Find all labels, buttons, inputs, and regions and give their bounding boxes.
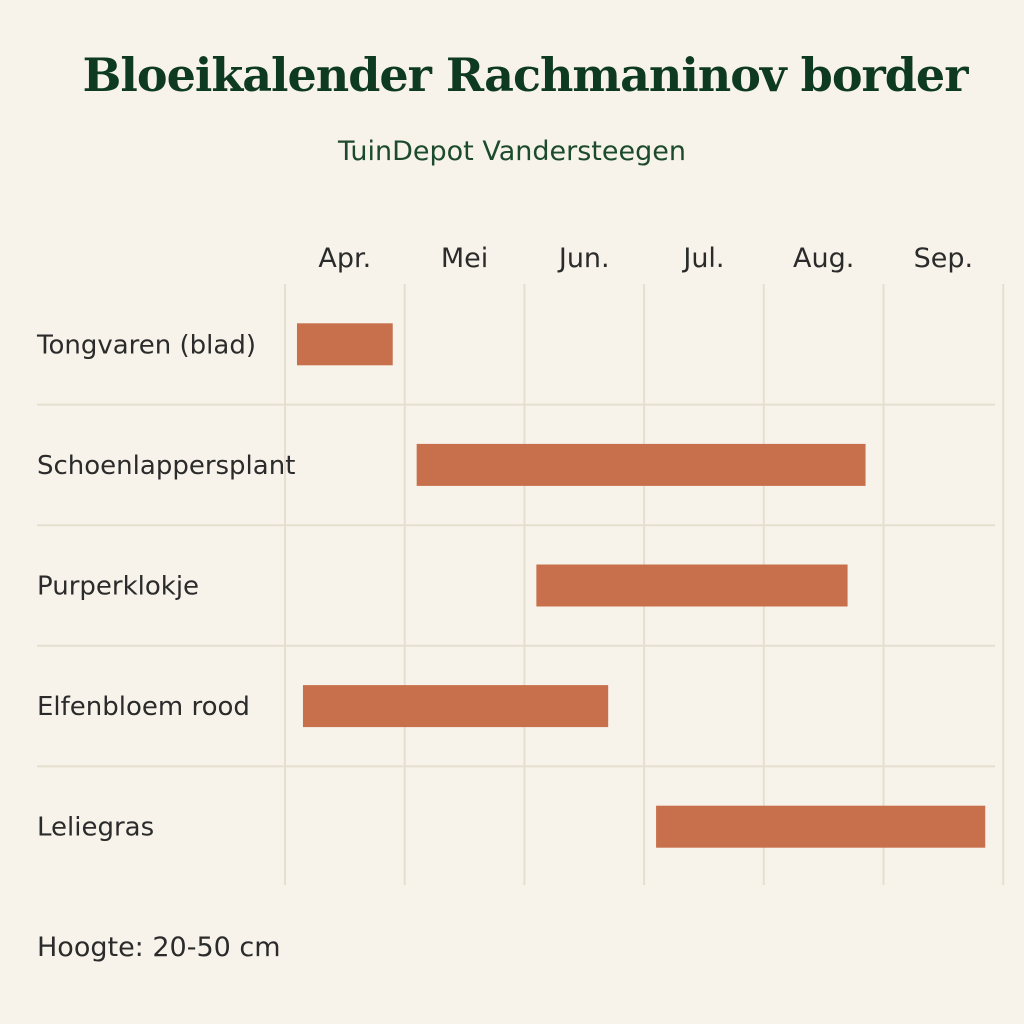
bloom-bar (416, 443, 866, 486)
bloom-bar (296, 323, 393, 366)
grid-lines (37, 284, 1005, 885)
bloom-bar (302, 685, 609, 728)
height-note: Hoogte: 20-50 cm (37, 932, 281, 963)
bloom-bar (536, 564, 848, 607)
row-labels: Tongvaren (blad) Schoenlappersplant Purper… (36, 330, 295, 842)
row-label: Leliegras (37, 813, 154, 843)
bloom-bar (656, 805, 986, 848)
row-label: Schoenlappersplant (37, 451, 295, 481)
month-label: Jul. (681, 243, 724, 274)
month-label: Apr. (318, 243, 371, 274)
chart-subtitle: TuinDepot Vandersteegen (338, 136, 686, 167)
bloom-bars (296, 323, 986, 848)
row-label: Purperklokje (37, 572, 199, 602)
month-label: Jun. (557, 243, 610, 274)
row-label: Tongvaren (blad) (36, 330, 256, 360)
row-label: Elfenbloem rood (37, 692, 250, 722)
month-label: Mei (441, 243, 488, 274)
month-label: Aug. (793, 243, 854, 274)
month-label: Sep. (914, 243, 973, 274)
month-labels: Apr. Mei Jun. Jul. Aug. Sep. (318, 243, 973, 274)
chart-title: Bloeikalender Rachmaninov border (82, 48, 969, 102)
